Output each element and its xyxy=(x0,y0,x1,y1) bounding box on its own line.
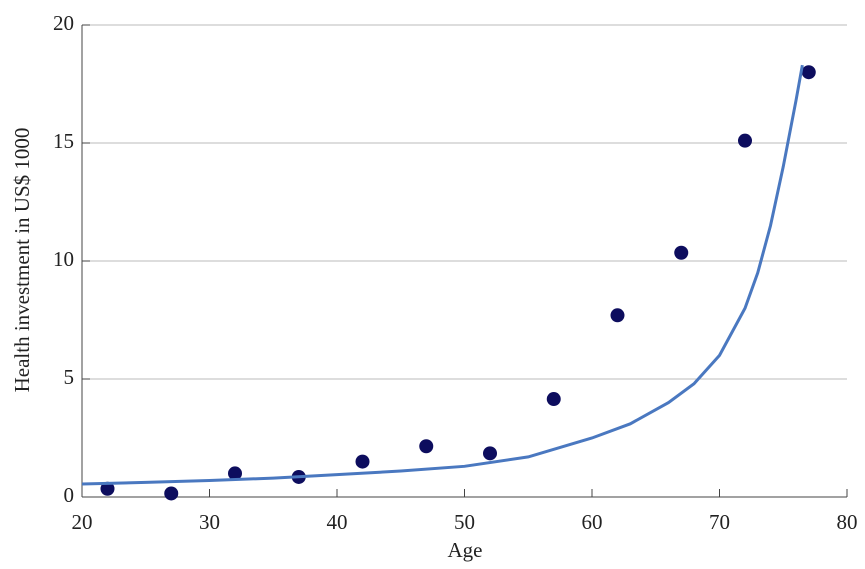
x-tick-label: 50 xyxy=(454,510,475,534)
point xyxy=(738,133,752,148)
y-tick-label: 10 xyxy=(53,247,74,271)
point xyxy=(419,439,434,454)
x-tick-label: 30 xyxy=(199,510,220,534)
point xyxy=(228,466,242,481)
point xyxy=(610,308,625,323)
curve xyxy=(81,64,804,486)
point xyxy=(546,392,561,407)
point xyxy=(483,446,497,461)
x-tick-label: 20 xyxy=(72,510,93,534)
y-tick-label: 5 xyxy=(64,365,75,389)
point xyxy=(100,481,115,496)
x-tick-label: 60 xyxy=(582,510,603,534)
x-axis-label: Age xyxy=(448,538,483,562)
x-tick-label: 70 xyxy=(709,510,730,534)
y-tick-label: 0 xyxy=(64,483,75,507)
point xyxy=(355,454,370,469)
point xyxy=(674,245,689,260)
point xyxy=(801,65,816,80)
y-tick-label: 15 xyxy=(53,129,74,153)
x-tick-label: 40 xyxy=(327,510,348,534)
x-tick-label: 80 xyxy=(837,510,858,534)
y-axis-label: Health investment in US$ 1000 xyxy=(10,128,34,393)
point xyxy=(164,486,179,501)
y-tick-label: 20 xyxy=(53,11,74,35)
